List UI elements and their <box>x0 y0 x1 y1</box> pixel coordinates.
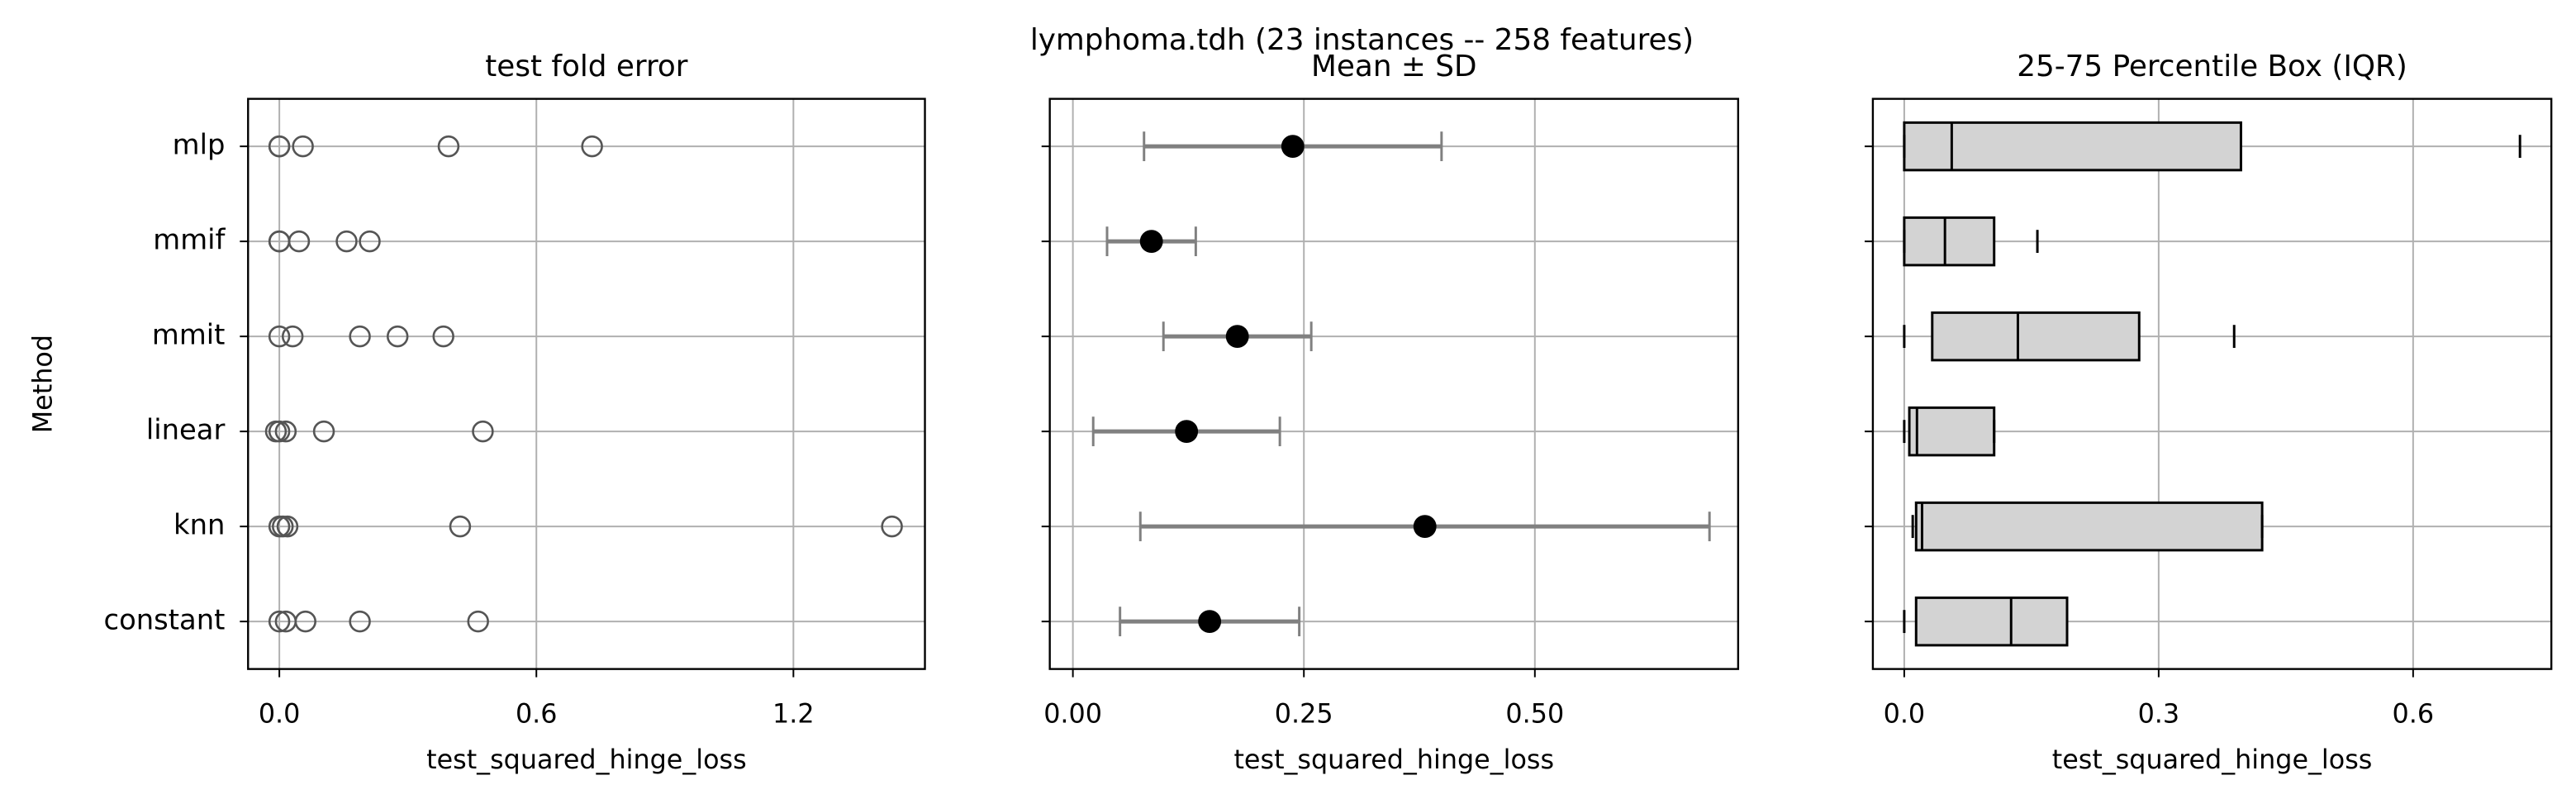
x-tick-label: 0.6 <box>516 697 558 729</box>
x-axis-label: test_squared_hinge_loss <box>2052 744 2373 775</box>
mean-point <box>1175 420 1199 444</box>
subplot-title: test fold error <box>485 50 688 83</box>
figure-title: lymphoma.tdh (23 instances -- 258 featur… <box>1030 23 1694 57</box>
point <box>467 610 489 633</box>
box <box>1903 121 2242 172</box>
mean-point <box>1281 135 1305 159</box>
box <box>1914 596 2069 647</box>
x-tick-label: 0.0 <box>259 697 301 729</box>
point <box>268 610 291 633</box>
x-axis-label: test_squared_hinge_loss <box>426 744 747 775</box>
x-tick-label: 0.0 <box>1884 697 1926 729</box>
box <box>1903 216 1996 267</box>
point <box>294 610 316 633</box>
subplot-title: Mean ± SD <box>1311 50 1476 83</box>
x-axis-label: test_squared_hinge_loss <box>1233 744 1554 775</box>
y-tick-label: constant <box>104 604 226 636</box>
point <box>288 230 311 253</box>
x-tick-label: 0.3 <box>2138 697 2180 729</box>
mean-point <box>1413 515 1437 539</box>
point <box>472 420 494 443</box>
point <box>349 325 371 348</box>
mean-point <box>1198 610 1222 634</box>
y-tick-label: knn <box>173 509 225 541</box>
point <box>881 515 903 538</box>
point <box>387 325 409 348</box>
y-tick-label: linear <box>146 414 226 446</box>
point <box>449 515 472 538</box>
point <box>437 135 460 158</box>
point <box>581 135 603 158</box>
point <box>281 325 304 348</box>
x-tick-label: 1.2 <box>772 697 815 729</box>
box <box>1908 406 1996 457</box>
y-tick-label: mmit <box>152 319 226 351</box>
plot-frame <box>1048 98 1740 670</box>
point <box>268 420 291 443</box>
y-axis-label: Method <box>27 335 59 433</box>
point <box>312 420 335 443</box>
point <box>335 230 358 253</box>
point <box>276 515 299 538</box>
x-tick-label: 0.6 <box>2393 697 2435 729</box>
box <box>1931 311 2141 362</box>
point <box>268 135 291 158</box>
point <box>359 230 381 253</box>
plot-frame <box>1871 98 2553 670</box>
mean-point <box>1225 325 1249 349</box>
subplot-title: 25-75 Percentile Box (IQR) <box>2017 50 2407 83</box>
point <box>349 610 371 633</box>
point <box>268 325 291 348</box>
point <box>292 135 314 158</box>
y-tick-label: mmif <box>153 224 226 256</box>
y-tick-label: mlp <box>173 129 226 161</box>
point <box>432 325 454 348</box>
x-tick-label: 0.00 <box>1043 697 1102 729</box>
plot-frame <box>247 98 926 670</box>
x-tick-label: 0.25 <box>1275 697 1333 729</box>
mean-point <box>1139 230 1163 254</box>
point <box>274 420 297 443</box>
point <box>272 515 294 538</box>
box <box>1914 501 2264 552</box>
x-tick-label: 0.50 <box>1505 697 1564 729</box>
